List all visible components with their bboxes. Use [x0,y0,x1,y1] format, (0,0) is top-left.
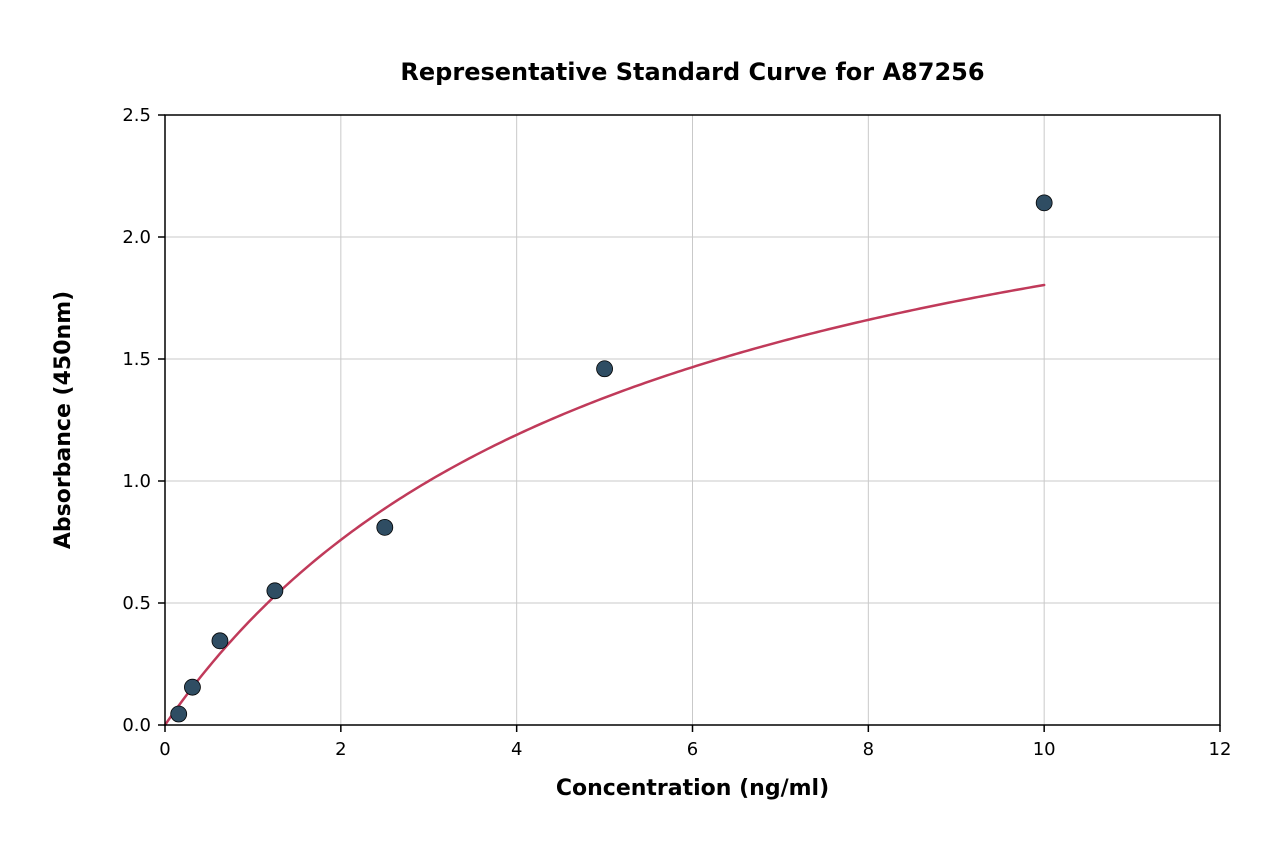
x-tick-label: 12 [1209,739,1232,760]
x-tick-label: 0 [159,739,170,760]
data-point [171,706,187,722]
y-tick-label: 1.0 [122,471,151,492]
data-point [1036,195,1052,211]
x-tick-label: 4 [511,739,522,760]
chart-title: Representative Standard Curve for A87256 [400,58,984,86]
y-tick-label: 0.5 [122,593,151,614]
x-tick-label: 6 [687,739,698,760]
standard-curve-chart: 0 2 4 6 8 10 12 0.0 0.5 1.0 1.5 2.0 2.5 Concentration… [0,0,1280,845]
y-tick-label: 1.5 [122,349,151,370]
x-tick-label: 10 [1033,739,1056,760]
chart-container: 0 2 4 6 8 10 12 0.0 0.5 1.0 1.5 2.0 2.5 Concentration… [0,0,1280,845]
chart-background [0,0,1280,845]
data-point [377,519,393,535]
data-point [184,679,200,695]
y-axis-label: Absorbance (450nm) [51,291,76,549]
x-axis-label: Concentration (ng/ml) [556,776,829,801]
y-tick-label: 0.0 [122,715,151,736]
y-tick-label: 2.5 [122,105,151,126]
data-point [597,361,613,377]
data-point [212,633,228,649]
data-point [267,583,283,599]
x-tick-label: 2 [335,739,346,760]
x-tick-label: 8 [863,739,874,760]
y-tick-label: 2.0 [122,227,151,248]
